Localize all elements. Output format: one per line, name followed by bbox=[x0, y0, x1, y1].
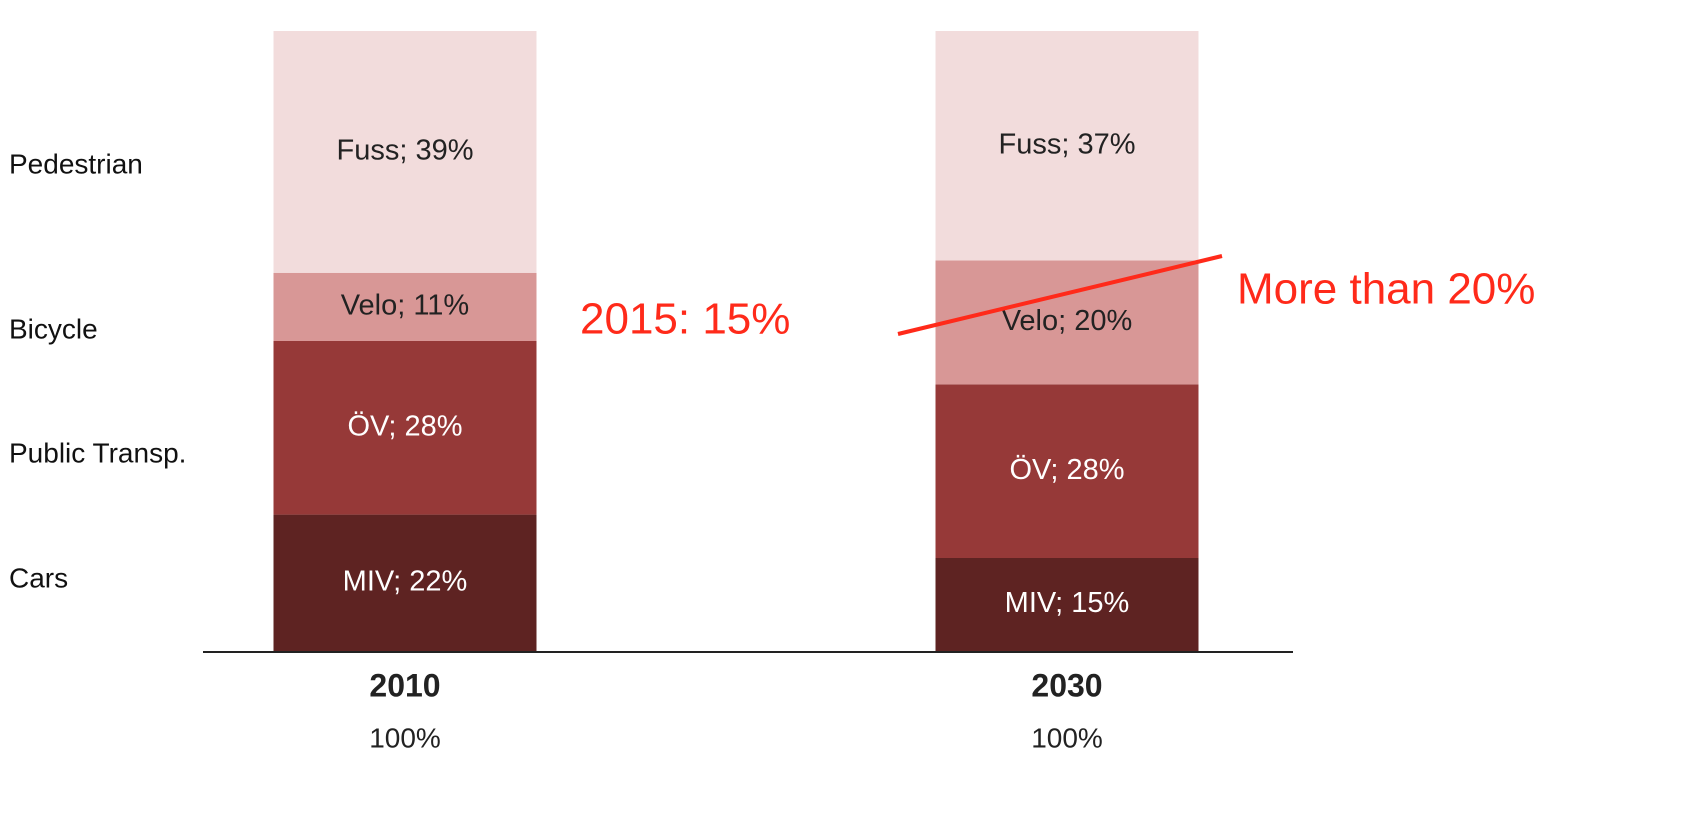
data-label: Fuss; 39% bbox=[337, 135, 474, 167]
bar-segment bbox=[273, 341, 537, 515]
legend-label: Bicycle bbox=[9, 313, 98, 344]
bar-segment bbox=[273, 514, 537, 651]
annotation-line bbox=[897, 254, 1223, 336]
annotation: More than 20% bbox=[1237, 265, 1535, 314]
x-tick-label: 2030 bbox=[1031, 667, 1102, 703]
bar-segment bbox=[935, 31, 1199, 261]
bar-segment bbox=[273, 31, 537, 273]
data-label: MIV; 15% bbox=[1005, 587, 1130, 619]
data-label: Fuss; 37% bbox=[999, 128, 1136, 160]
bar-segment bbox=[273, 272, 537, 341]
legend-label: Public Transp. bbox=[9, 437, 186, 468]
data-label: Velo; 20% bbox=[1002, 305, 1133, 337]
annotation: 2015: 15% bbox=[580, 295, 790, 344]
category-total: 100% bbox=[369, 722, 441, 753]
legend-label: Pedestrian bbox=[9, 148, 143, 179]
data-label: ÖV; 28% bbox=[348, 410, 463, 442]
bar-segment bbox=[935, 260, 1199, 385]
data-label: MIV; 22% bbox=[343, 565, 468, 597]
bar-segment bbox=[935, 558, 1199, 651]
category-total: 100% bbox=[1031, 722, 1103, 753]
legend-label: Cars bbox=[9, 562, 68, 593]
bars bbox=[273, 31, 1199, 651]
bar-segment bbox=[935, 384, 1199, 558]
x-tick-label: 2010 bbox=[369, 667, 440, 703]
data-label: Velo; 11% bbox=[341, 290, 469, 322]
data-label: ÖV; 28% bbox=[1010, 454, 1125, 486]
